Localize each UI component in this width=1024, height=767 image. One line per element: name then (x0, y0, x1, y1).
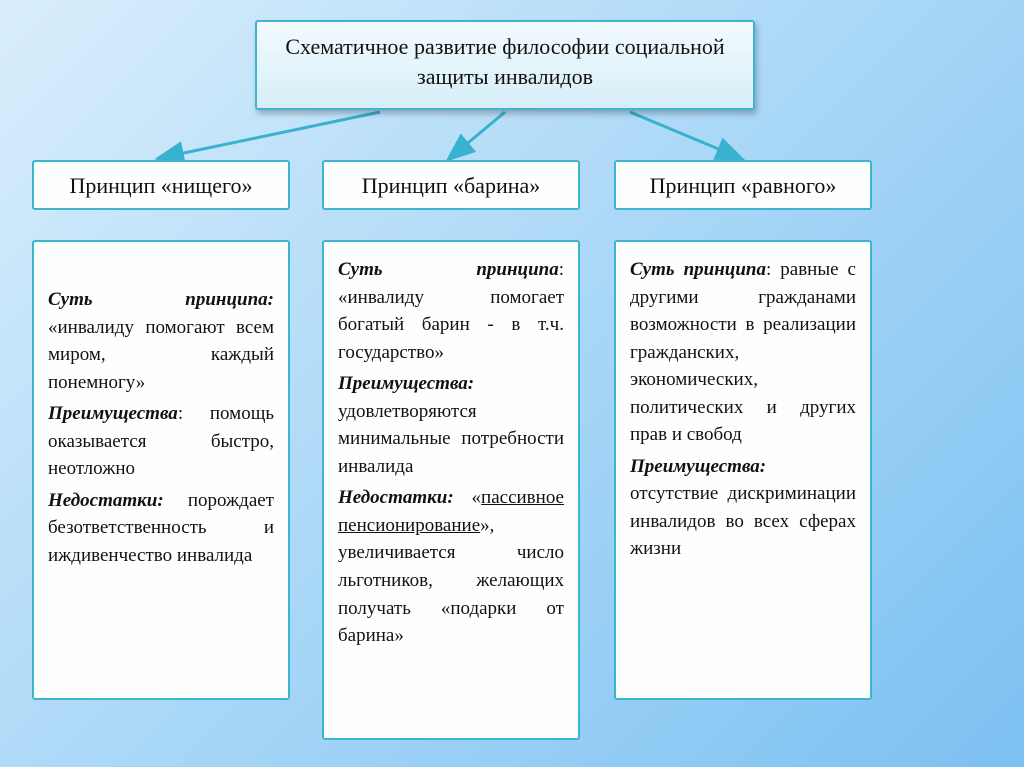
arrow-2 (450, 112, 505, 158)
advantages-3: отсутствие дискриминации инвалидов во вс… (630, 483, 856, 559)
disadvantages-label-1: Недостатки: (48, 490, 164, 511)
title-box: Схематичное развитие философии социально… (255, 20, 755, 110)
essence-3: равные с другими гражданами возможности … (630, 259, 856, 445)
principle-2-title: Принцип «барина» (362, 173, 541, 198)
disadvantages-label-2: Недостатки: (338, 487, 454, 508)
principle-label-3: Принцип «равного» (614, 160, 872, 210)
diagram-stage: Схематичное развитие философии социально… (0, 0, 1024, 767)
principle-detail-1: Суть принципа: «инвалиду помогают всем м… (32, 240, 290, 700)
principle-detail-3: Суть принципа: равные с другими граждана… (614, 240, 872, 700)
essence-2: «инвалиду помогает богатый барин - в т.ч… (338, 287, 564, 363)
essence-label-3: Суть принципа (630, 259, 766, 280)
disadvantages-2-pre: « (472, 487, 482, 508)
advantages-label-3: Преимущества: (630, 456, 766, 477)
principle-3-title: Принцип «равного» (650, 173, 837, 198)
advantages-label-1: Преимущества (48, 403, 178, 424)
advantages-2: удовлетворяются минимальные потребности … (338, 401, 564, 477)
arrow-1 (160, 112, 380, 158)
essence-label-2: Суть принципа (338, 259, 559, 280)
arrow-3 (630, 112, 740, 158)
essence-1: «инвалиду помогают всем миром, каждый по… (48, 317, 274, 393)
principle-label-1: Принцип «нищего» (32, 160, 290, 210)
principle-1-title: Принцип «нищего» (70, 173, 253, 198)
principle-label-2: Принцип «барина» (322, 160, 580, 210)
title-text: Схематичное развитие философии социально… (285, 34, 724, 89)
advantages-label-2: Преимущества: (338, 373, 474, 394)
principle-detail-2: Суть принципа: «инвалиду помогает богаты… (322, 240, 580, 740)
essence-label-1: Суть принципа: (48, 289, 274, 310)
